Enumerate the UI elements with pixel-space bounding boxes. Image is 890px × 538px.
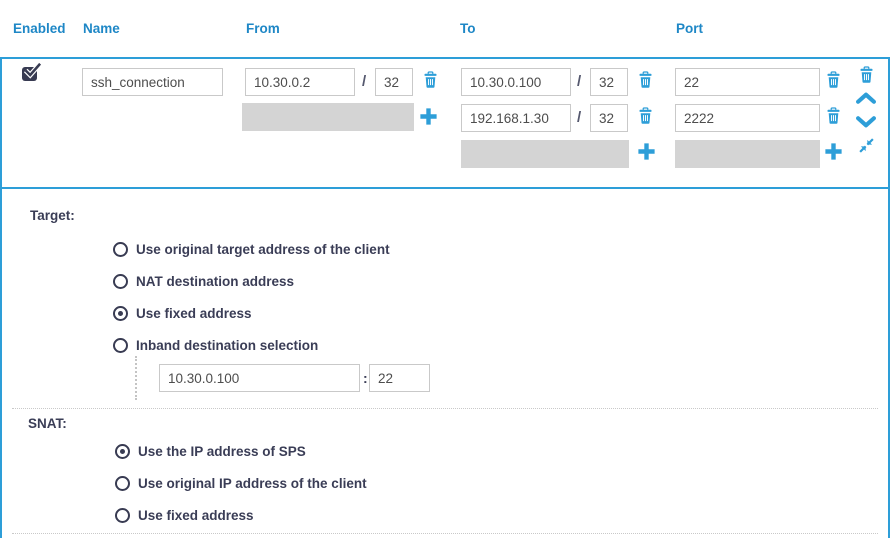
plus-icon[interactable] [418,106,439,127]
fixed-address-port-input[interactable] [369,364,430,392]
check-icon [23,62,42,79]
radio-icon[interactable] [115,476,130,491]
name-input[interactable] [82,68,223,96]
plus-icon[interactable] [823,141,844,162]
target-option-use-original-target[interactable]: Use original target address of the clien… [113,242,390,257]
to-prefix-input[interactable] [590,104,628,132]
to-address-input[interactable] [461,104,571,132]
prefix-separator: / [362,73,367,90]
enabled-checkbox[interactable] [22,62,42,81]
connection-row-panel: / / [0,57,890,538]
fixed-address-host-input[interactable] [159,364,360,392]
snat-option-use-original-ip[interactable]: Use original IP address of the client [115,476,367,491]
prefix-separator: / [577,109,582,126]
to-address-input[interactable] [461,68,571,96]
column-header-to: To [460,21,476,36]
target-option-nat-destination[interactable]: NAT destination address [113,274,294,289]
target-section-label: Target: [30,208,75,223]
dotted-divider [12,408,878,409]
column-header-name: Name [83,21,120,36]
target-option-use-fixed-address[interactable]: Use fixed address [113,306,252,321]
from-address-input[interactable] [245,68,355,96]
port-new-entry-placeholder [675,140,820,168]
column-header-from: From [246,21,280,36]
indent-guide-line [135,356,137,400]
snat-option-use-fixed-address[interactable]: Use fixed address [115,508,254,523]
from-new-entry-placeholder [242,103,414,131]
trash-icon[interactable] [826,71,841,88]
trash-icon[interactable] [638,107,653,124]
radio-selected-icon[interactable] [113,306,128,321]
prefix-separator: / [577,73,582,90]
port-input[interactable] [675,68,820,96]
section-divider [0,187,890,189]
column-header-port: Port [676,21,703,36]
chevron-up-icon[interactable] [856,92,876,104]
port-input[interactable] [675,104,820,132]
trash-icon[interactable] [859,66,874,83]
radio-selected-icon[interactable] [115,444,130,459]
host-port-separator: : [363,370,368,386]
radio-icon[interactable] [113,274,128,289]
target-option-inband-destination[interactable]: Inband destination selection [113,338,318,353]
to-new-entry-placeholder [461,140,629,168]
from-prefix-input[interactable] [375,68,413,96]
collapse-icon[interactable] [858,137,875,154]
to-prefix-input[interactable] [590,68,628,96]
trash-icon[interactable] [826,107,841,124]
radio-icon[interactable] [113,338,128,353]
chevron-down-icon[interactable] [856,116,876,128]
dotted-divider [12,533,878,534]
trash-icon[interactable] [638,71,653,88]
radio-icon[interactable] [113,242,128,257]
snat-section-label: SNAT: [28,416,67,431]
trash-icon[interactable] [423,71,438,88]
column-header-enabled: Enabled [13,21,66,36]
radio-icon[interactable] [115,508,130,523]
snat-option-use-sps-ip[interactable]: Use the IP address of SPS [115,444,306,459]
plus-icon[interactable] [636,141,657,162]
